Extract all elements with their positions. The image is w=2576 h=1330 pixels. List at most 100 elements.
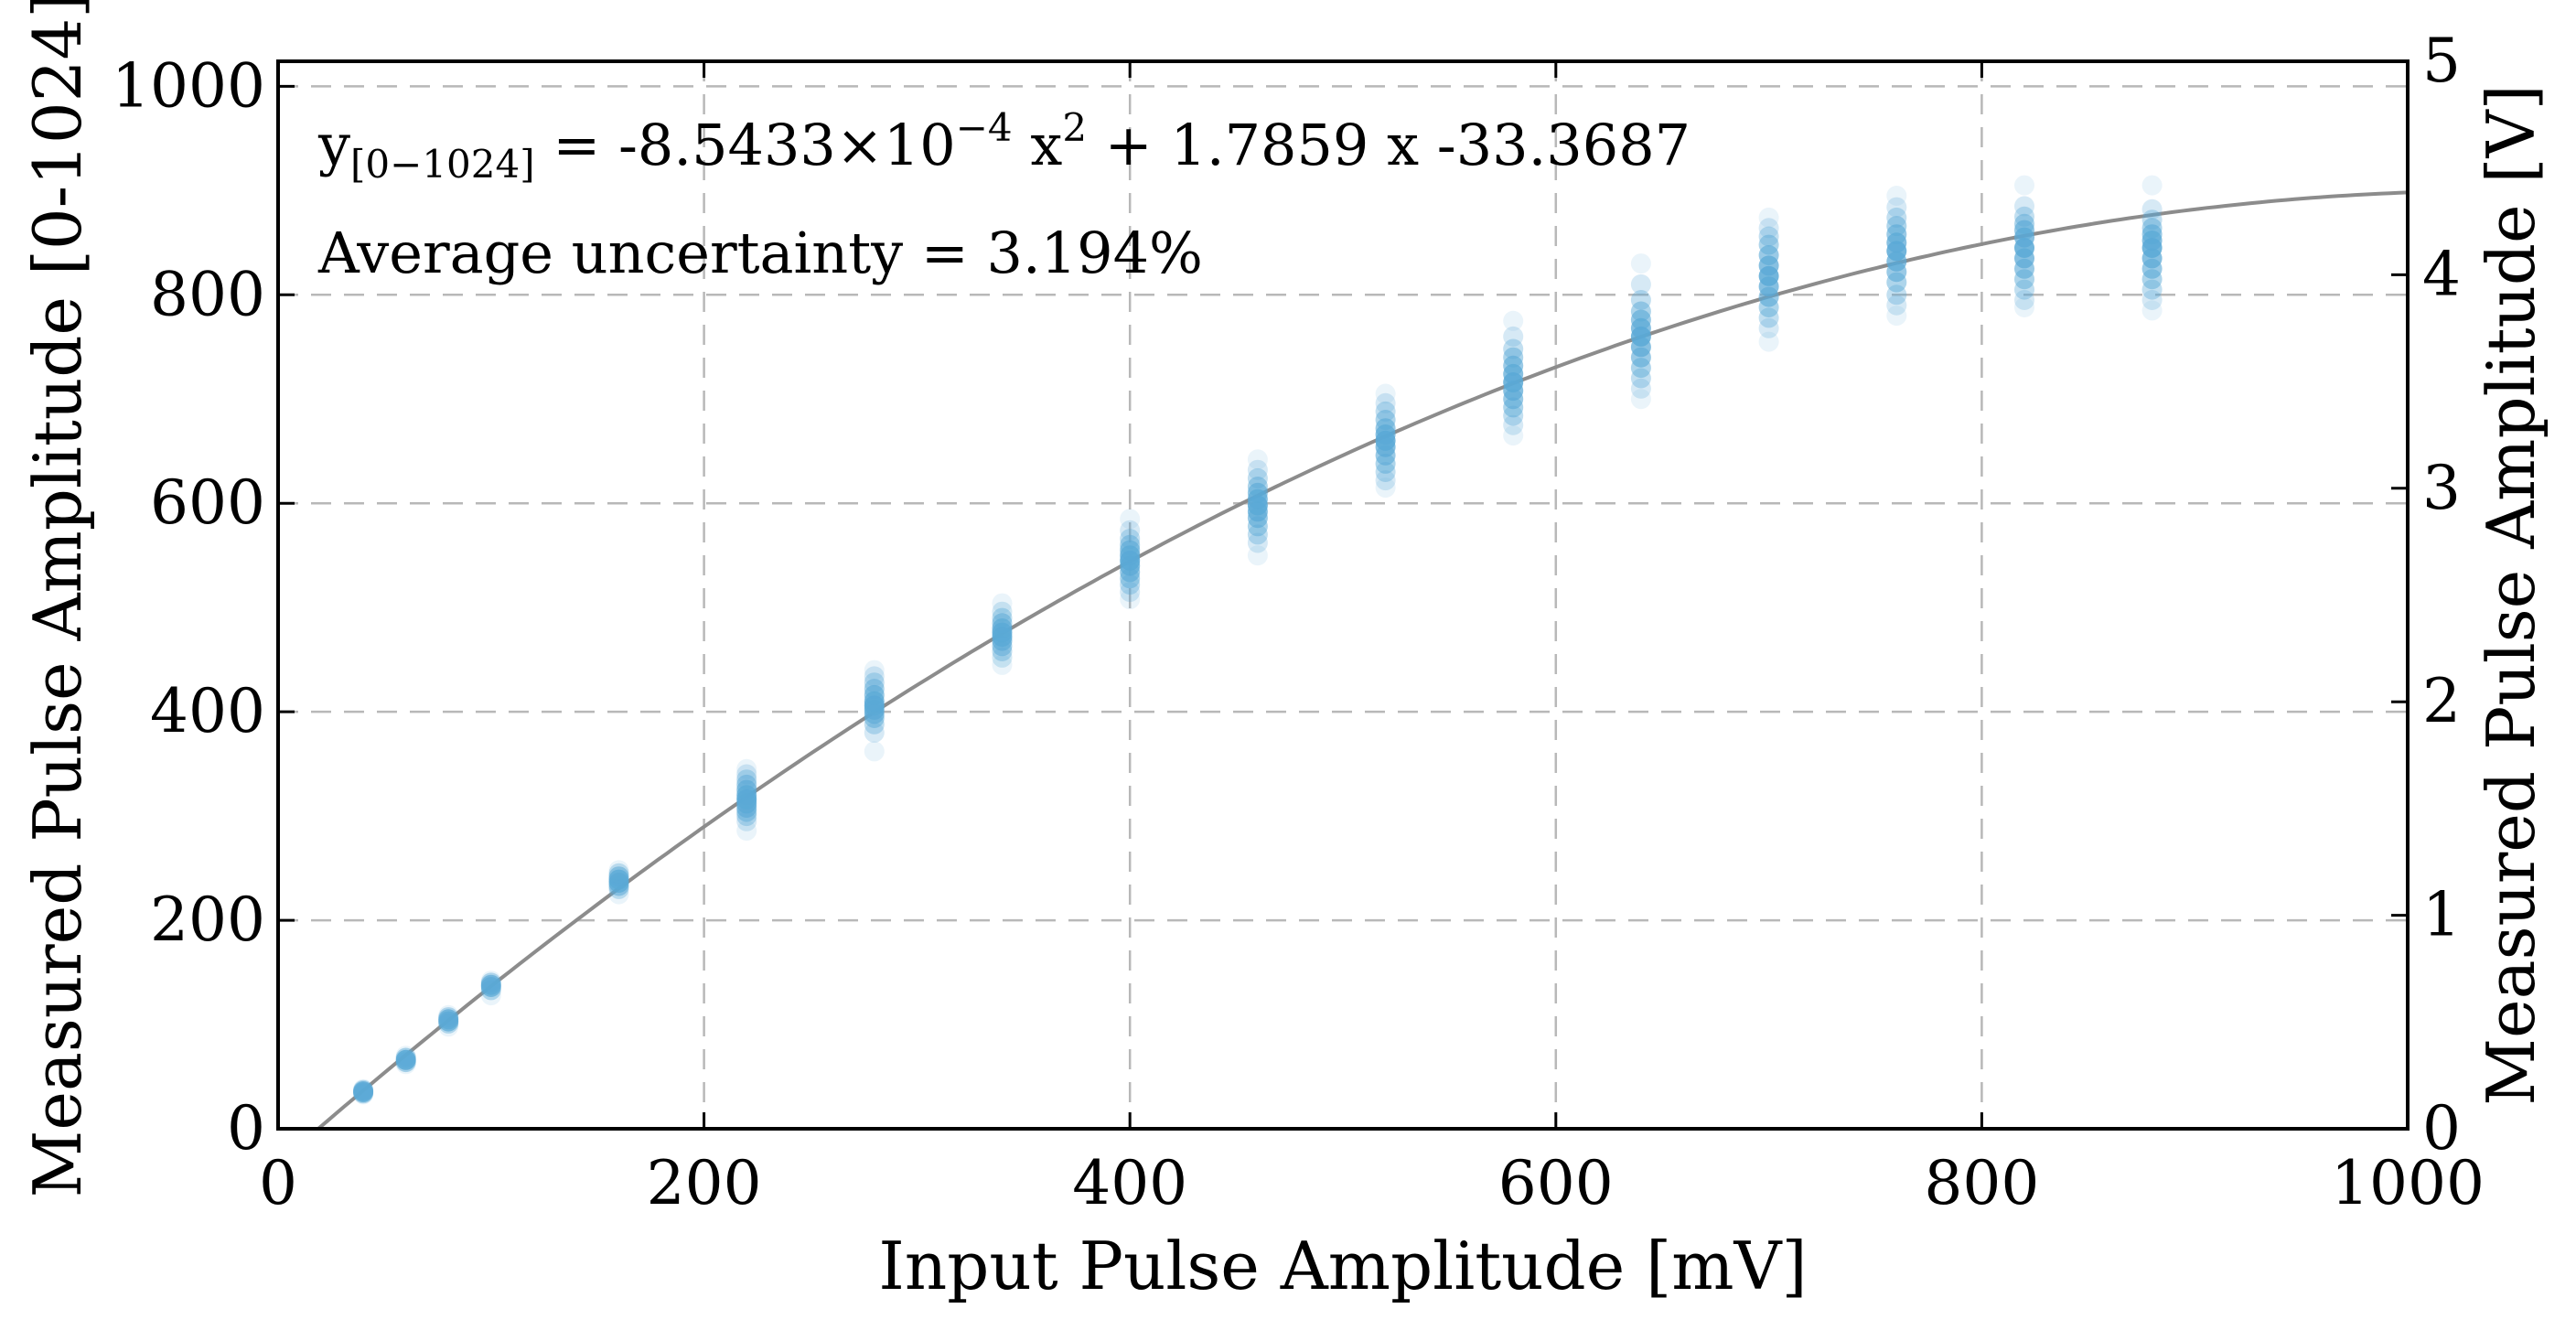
data-point [1375,418,1396,439]
data-point [1247,482,1268,503]
data-point [480,971,501,992]
fit-curve-layer [317,190,2409,1131]
data-point [1503,310,1524,331]
eq-y-subscript: [0−1024] [350,142,535,187]
eq-part2: x [1013,112,1063,178]
data-point [1375,462,1396,482]
data-point [864,684,885,705]
x-axis-label: Input Pulse Amplitude [mV] [878,1228,1807,1304]
data-point [1247,449,1268,470]
uncertainty-annotation: Average uncertainty = 3.194% [317,220,1203,286]
x-tick-label: 600 [1498,1148,1614,1218]
data-point [1630,301,1651,322]
y-right-tick-label: 4 [2422,239,2461,309]
y-right-tick-label: 1 [2422,880,2461,950]
data-point [864,679,885,700]
data-point [2014,175,2034,196]
y-axis-label: Measured Pulse Amplitude [0-1024] [19,0,96,1197]
data-point [2141,218,2163,239]
data-point [608,866,629,887]
y-axis-right-label: Measured Pulse Amplitude [V] [2473,84,2549,1105]
data-point [353,1081,374,1101]
eq-part3: + 1.7859 x -33.3687 [1087,112,1690,178]
data-point [1886,284,1907,306]
data-point [736,764,757,785]
data-point [1630,309,1651,330]
data-point [1120,582,1141,603]
data-point [1758,317,1779,338]
eq-y-symbol: y [317,112,350,178]
data-point [1120,534,1141,555]
data-point [864,741,885,762]
data-point [438,1007,459,1028]
data-point [864,666,885,687]
data-point [992,607,1013,628]
data-point [1886,295,1907,316]
data-point [1375,401,1396,422]
x-tick-label: 0 [259,1148,297,1218]
data-point [864,660,885,681]
data-point [736,821,757,842]
data-point [1503,405,1524,426]
grid-lines [278,61,2408,1129]
data-point [608,860,629,881]
data-point [2141,290,2163,310]
data-point [992,601,1013,622]
data-point [1120,540,1141,561]
data-point [992,593,1013,614]
y-tick-label: 200 [150,885,265,955]
data-point [2141,224,2163,245]
data-point [2141,209,2163,231]
data-point [395,1049,416,1070]
data-point [1375,470,1396,491]
fit-curve [317,190,2409,1131]
data-point [864,722,885,743]
data-point [1120,520,1141,541]
data-point [1758,331,1779,352]
data-point [608,863,629,884]
data-point [1503,414,1524,435]
y-right-tick-label: 3 [2422,453,2461,523]
data-point [1120,509,1141,530]
y-tick-label: 400 [150,676,265,746]
y-tick-label: 0 [227,1093,265,1164]
data-point [1120,589,1141,610]
data-point [1375,392,1396,413]
data-point [2014,206,2034,227]
y-tick-label: 600 [150,467,265,538]
y-tick-label: 1000 [112,50,265,121]
x-tick-label: 400 [1072,1148,1187,1218]
plot-frame [276,59,2410,1131]
data-point [2014,196,2034,217]
data-point [2014,290,2034,310]
data-point [1503,338,1524,359]
data-point [1503,347,1524,368]
y-right-tick-label: 5 [2422,26,2461,96]
data-point [992,613,1013,634]
data-point [736,769,757,790]
data-point [1886,306,1907,327]
data-point [1375,410,1396,430]
data-point [480,974,501,995]
data-point [1503,425,1524,446]
data-points-layer [353,175,2163,1105]
data-point [2141,198,2163,220]
data-point [1758,226,1779,247]
y-right-tick-label: 2 [2422,666,2461,736]
eq-exp2: 2 [1062,105,1087,150]
data-point [1758,234,1779,255]
data-point [480,972,501,993]
data-point [1247,477,1268,497]
data-point [2141,300,2163,321]
data-point [1758,207,1779,228]
x-tick-label: 800 [1924,1148,2039,1218]
data-point [1247,467,1268,488]
data-point [1375,383,1396,404]
data-point [395,1046,416,1067]
data-point [992,654,1013,675]
data-point [438,1009,459,1030]
data-point [2014,297,2034,317]
data-point [1630,253,1651,274]
